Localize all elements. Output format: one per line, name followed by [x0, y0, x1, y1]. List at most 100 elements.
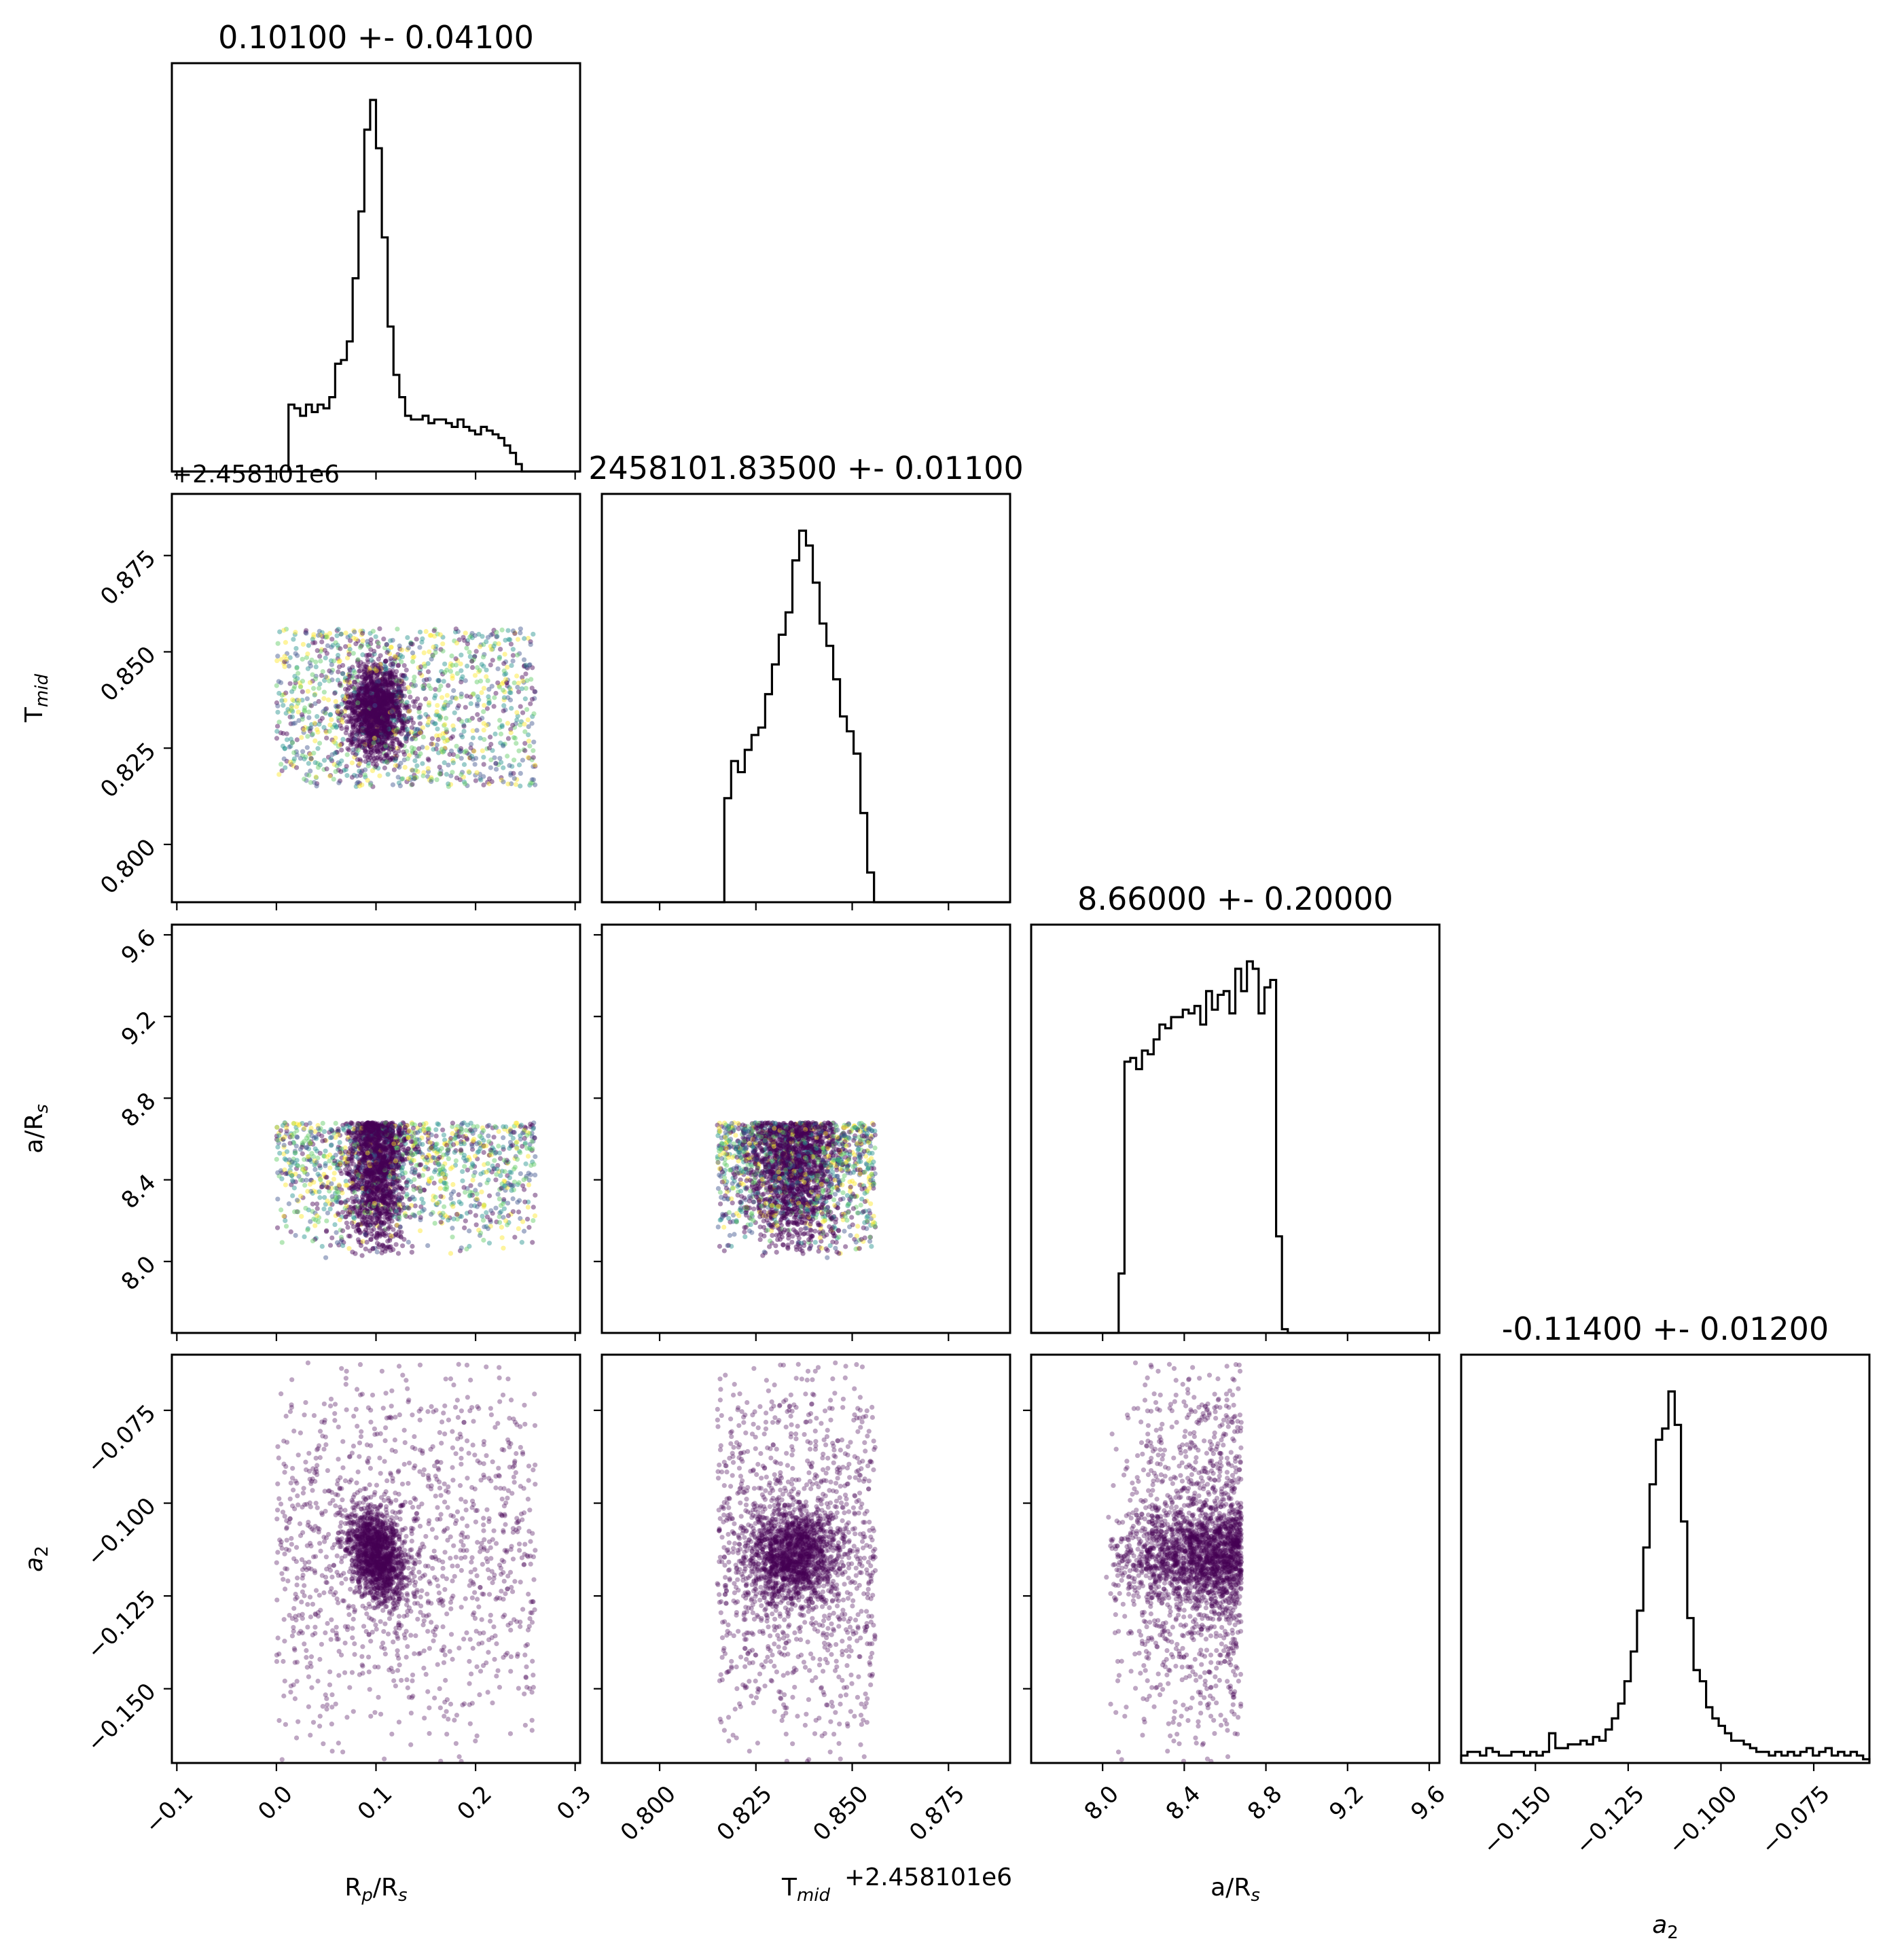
scatter-point: [291, 637, 296, 642]
scatter-point: [379, 714, 384, 719]
scatter-point: [492, 731, 498, 736]
scatter-point: [458, 661, 463, 666]
scatter-point: [364, 695, 370, 700]
scatter-point: [369, 658, 374, 663]
scatter-point: [531, 631, 536, 637]
scatter-point: [438, 683, 444, 689]
scatter-point: [446, 1217, 451, 1223]
scatter-point: [445, 1150, 450, 1156]
scatter-point: [331, 1177, 337, 1182]
scatter-point: [448, 1192, 454, 1197]
scatter-point: [520, 1219, 526, 1224]
scatter-point: [383, 683, 389, 689]
scatter-point: [378, 710, 383, 716]
scatter-point: [521, 1187, 527, 1192]
scatter-point: [426, 683, 431, 688]
scatter-point: [337, 742, 342, 748]
scatter-point: [456, 1192, 461, 1198]
scatter-point: [423, 1164, 429, 1170]
scatter-point: [401, 749, 406, 755]
scatter-point: [367, 782, 374, 787]
scatter-point: [382, 726, 389, 731]
scatter-point: [376, 741, 382, 747]
scatter-point: [375, 726, 381, 731]
scatter-point: [488, 765, 493, 770]
scatter-point: [343, 630, 348, 636]
scatter-point: [416, 746, 422, 751]
scatter-point: [471, 748, 476, 753]
scatter-point: [508, 730, 514, 736]
scatter-point: [419, 639, 425, 645]
scatter-point: [435, 1121, 440, 1126]
scatter-point: [351, 1185, 357, 1190]
scatter-point: [481, 1128, 486, 1133]
scatter-point: [363, 683, 368, 690]
scatter-point: [382, 743, 388, 749]
scatter-point: [322, 647, 327, 653]
scatter-point: [490, 1163, 495, 1169]
scatter-point: [463, 1218, 468, 1224]
scatter-point: [444, 667, 450, 673]
scatter-point: [397, 643, 402, 649]
scatter-point: [406, 709, 412, 714]
scatter-point: [333, 1120, 338, 1126]
scatter-point: [349, 699, 355, 705]
scatter-point: [481, 728, 486, 733]
scatter-point: [474, 679, 480, 685]
scatter-point: [361, 739, 366, 745]
scatter-point: [372, 756, 377, 762]
scatter-point: [375, 690, 380, 696]
scatter-point: [496, 762, 501, 768]
scatter-point: [383, 712, 389, 717]
scatter-point: [350, 704, 355, 709]
scatter-point: [383, 690, 389, 695]
scatter-point: [480, 715, 485, 721]
scatter-point: [317, 1189, 322, 1194]
scatter-point: [399, 720, 405, 726]
scatter-point: [336, 1190, 341, 1195]
scatter-point: [396, 678, 401, 684]
scatter-point: [380, 713, 385, 718]
scatter-point: [360, 709, 366, 715]
scatter-point: [382, 723, 388, 729]
scatter-point: [372, 707, 377, 713]
scatter-point: [400, 1243, 406, 1249]
scatter-point: [302, 777, 307, 782]
scatter-point: [306, 715, 312, 720]
scatter-point: [344, 752, 350, 758]
scatter-point: [367, 709, 372, 714]
scatter-point: [325, 697, 331, 702]
scatter-point: [363, 716, 368, 721]
scatter-point: [522, 721, 527, 727]
scatter-point: [294, 737, 300, 743]
scatter-point: [478, 777, 484, 783]
scatter-point: [465, 783, 470, 789]
scatter-point: [349, 760, 355, 766]
scatter-point: [327, 728, 332, 734]
scatter-point: [387, 707, 392, 713]
scatter-point: [484, 674, 489, 679]
scatter-point: [421, 1128, 427, 1133]
scatter-point: [371, 728, 377, 733]
scatter-point: [381, 700, 387, 706]
scatter-point: [412, 758, 418, 764]
scatter-point: [318, 1177, 323, 1183]
scatter-point: [370, 669, 375, 675]
scatter-point: [364, 702, 370, 707]
scatter-point: [328, 756, 334, 762]
scatter-point: [395, 692, 401, 698]
scatter-point: [380, 672, 386, 677]
scatter-point: [340, 671, 346, 677]
scatter-point: [366, 690, 372, 695]
scatter-point: [446, 683, 451, 688]
scatter-point: [373, 685, 378, 690]
scatter-point: [525, 635, 531, 641]
scatter-point: [404, 726, 410, 732]
scatter-point: [377, 706, 382, 711]
scatter-point: [417, 667, 423, 673]
scatter-point: [459, 1245, 464, 1251]
scatter-point: [397, 717, 404, 722]
scatter-point: [493, 690, 499, 696]
scatter-point: [459, 652, 464, 658]
scatter-point: [393, 753, 398, 759]
